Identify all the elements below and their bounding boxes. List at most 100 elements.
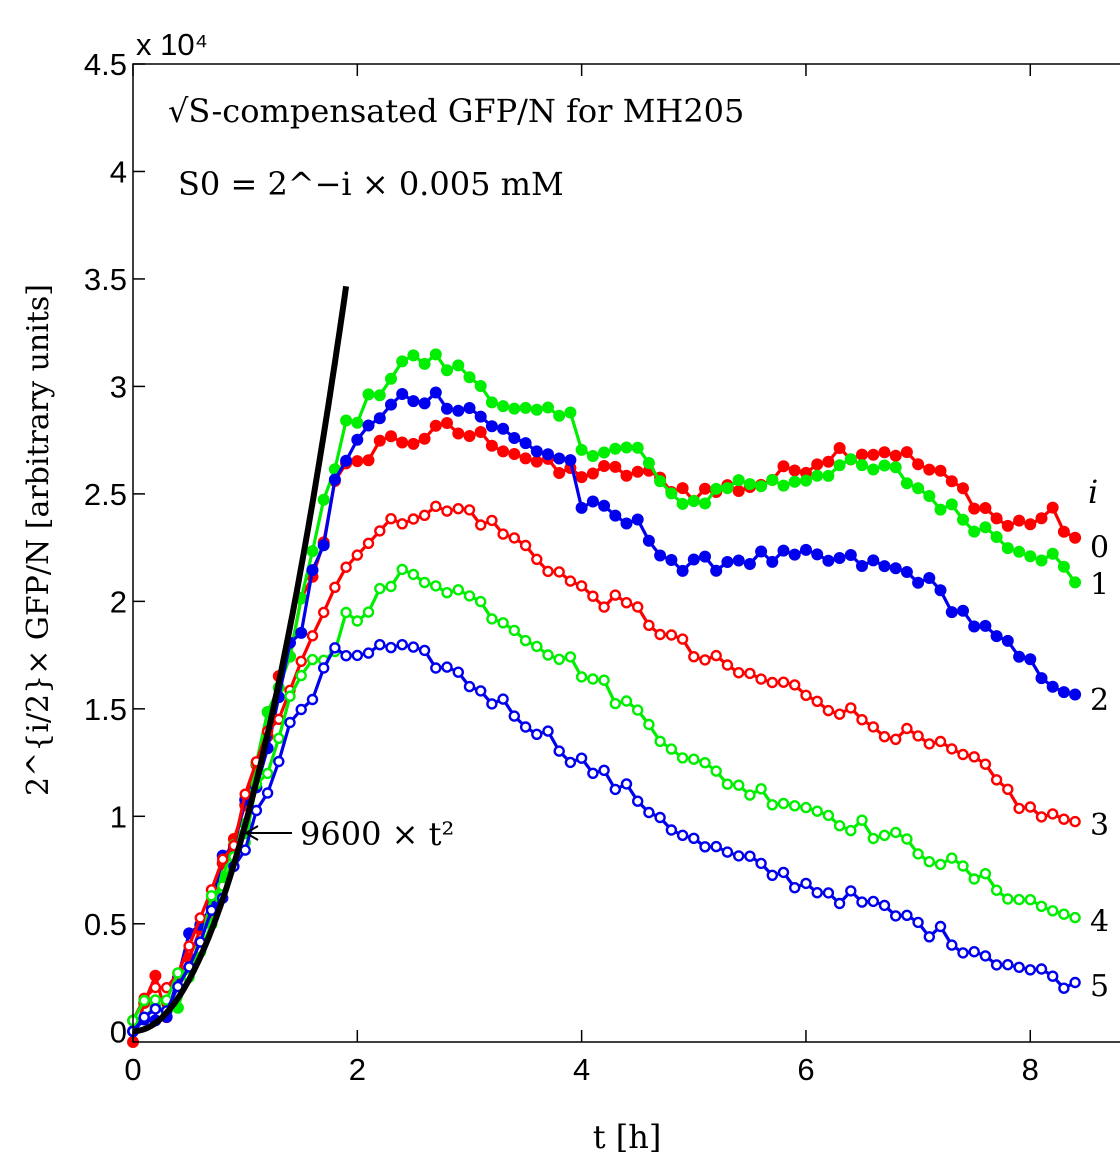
data-point <box>688 832 700 844</box>
data-point <box>856 560 868 572</box>
data-point <box>699 841 711 853</box>
data-point <box>1069 976 1081 989</box>
data-point <box>789 882 801 894</box>
data-point <box>385 398 397 411</box>
y-tick-label: 0 <box>110 1014 127 1049</box>
data-point <box>497 617 509 629</box>
data-point <box>486 613 498 625</box>
data-point <box>867 832 879 845</box>
data-point <box>777 866 790 879</box>
data-point <box>474 410 487 423</box>
data-point <box>946 939 958 951</box>
data-point <box>553 566 565 578</box>
x-tick-label: 2 <box>349 1052 366 1087</box>
data-point <box>239 788 251 800</box>
data-point <box>497 400 510 413</box>
data-point <box>923 856 935 868</box>
data-point <box>306 564 319 577</box>
data-point <box>620 517 633 530</box>
data-point <box>1001 519 1014 532</box>
data-point <box>418 357 431 370</box>
data-point <box>811 805 823 817</box>
y-tick-label: 2 <box>110 584 127 619</box>
data-point <box>149 969 162 982</box>
data-point <box>475 519 487 531</box>
data-point <box>957 513 969 526</box>
data-point <box>755 480 768 493</box>
data-point <box>149 1003 162 1015</box>
data-point <box>1069 911 1081 924</box>
data-point <box>979 619 992 632</box>
data-point <box>822 809 835 822</box>
data-point <box>373 412 386 425</box>
data-point <box>777 460 790 473</box>
data-point <box>934 858 947 871</box>
data-point <box>1002 783 1014 795</box>
data-point <box>732 474 745 487</box>
data-point <box>867 554 880 567</box>
data-point <box>385 641 397 654</box>
data-point <box>418 509 431 521</box>
data-point <box>923 572 936 584</box>
data-point <box>374 525 386 537</box>
data-point <box>373 434 386 447</box>
data-point <box>564 454 577 467</box>
data-point <box>1013 514 1026 527</box>
data-point <box>407 395 420 408</box>
data-point <box>373 389 386 402</box>
data-point <box>811 548 824 561</box>
data-point <box>934 464 947 477</box>
data-point <box>340 561 352 573</box>
data-point <box>497 422 510 435</box>
data-point <box>901 833 913 845</box>
data-point <box>845 702 857 714</box>
data-point <box>743 558 756 570</box>
data-point <box>317 493 330 506</box>
data-point <box>822 887 835 899</box>
data-point <box>1035 811 1048 823</box>
data-point <box>856 714 868 726</box>
data-point <box>822 704 835 717</box>
data-point <box>1024 894 1037 906</box>
data-point <box>429 419 442 432</box>
data-point <box>306 653 319 666</box>
data-point <box>968 946 980 958</box>
data-point <box>463 504 476 516</box>
series-4 <box>127 563 1081 1027</box>
data-point <box>878 560 891 573</box>
x-tick-label: 4 <box>573 1052 590 1087</box>
data-point <box>340 606 352 619</box>
data-point <box>755 857 767 870</box>
data-point <box>564 406 577 419</box>
data-point <box>867 721 879 733</box>
data-point <box>362 647 375 659</box>
data-point <box>979 521 992 534</box>
data-point <box>463 430 476 442</box>
data-point <box>777 544 790 557</box>
data-point <box>1057 686 1070 699</box>
data-point <box>1024 801 1037 813</box>
data-point <box>934 503 947 516</box>
data-point <box>318 662 330 674</box>
data-point <box>789 800 801 812</box>
data-point <box>766 555 779 568</box>
data-point <box>564 575 577 587</box>
data-point <box>429 386 442 399</box>
data-point <box>149 981 162 994</box>
data-point <box>755 783 767 795</box>
series-3 <box>127 500 1081 1027</box>
data-point <box>945 475 958 488</box>
data-point <box>620 778 633 790</box>
data-point <box>934 920 947 933</box>
data-point <box>990 512 1003 525</box>
data-point <box>744 789 756 801</box>
y-tick-label: 3 <box>110 369 127 404</box>
data-point <box>990 884 1003 896</box>
data-point <box>822 469 835 482</box>
data-point <box>575 501 588 514</box>
data-point <box>1057 525 1070 538</box>
data-point <box>688 753 700 765</box>
data-point <box>452 427 465 440</box>
data-point <box>889 562 902 575</box>
data-point <box>216 853 229 865</box>
